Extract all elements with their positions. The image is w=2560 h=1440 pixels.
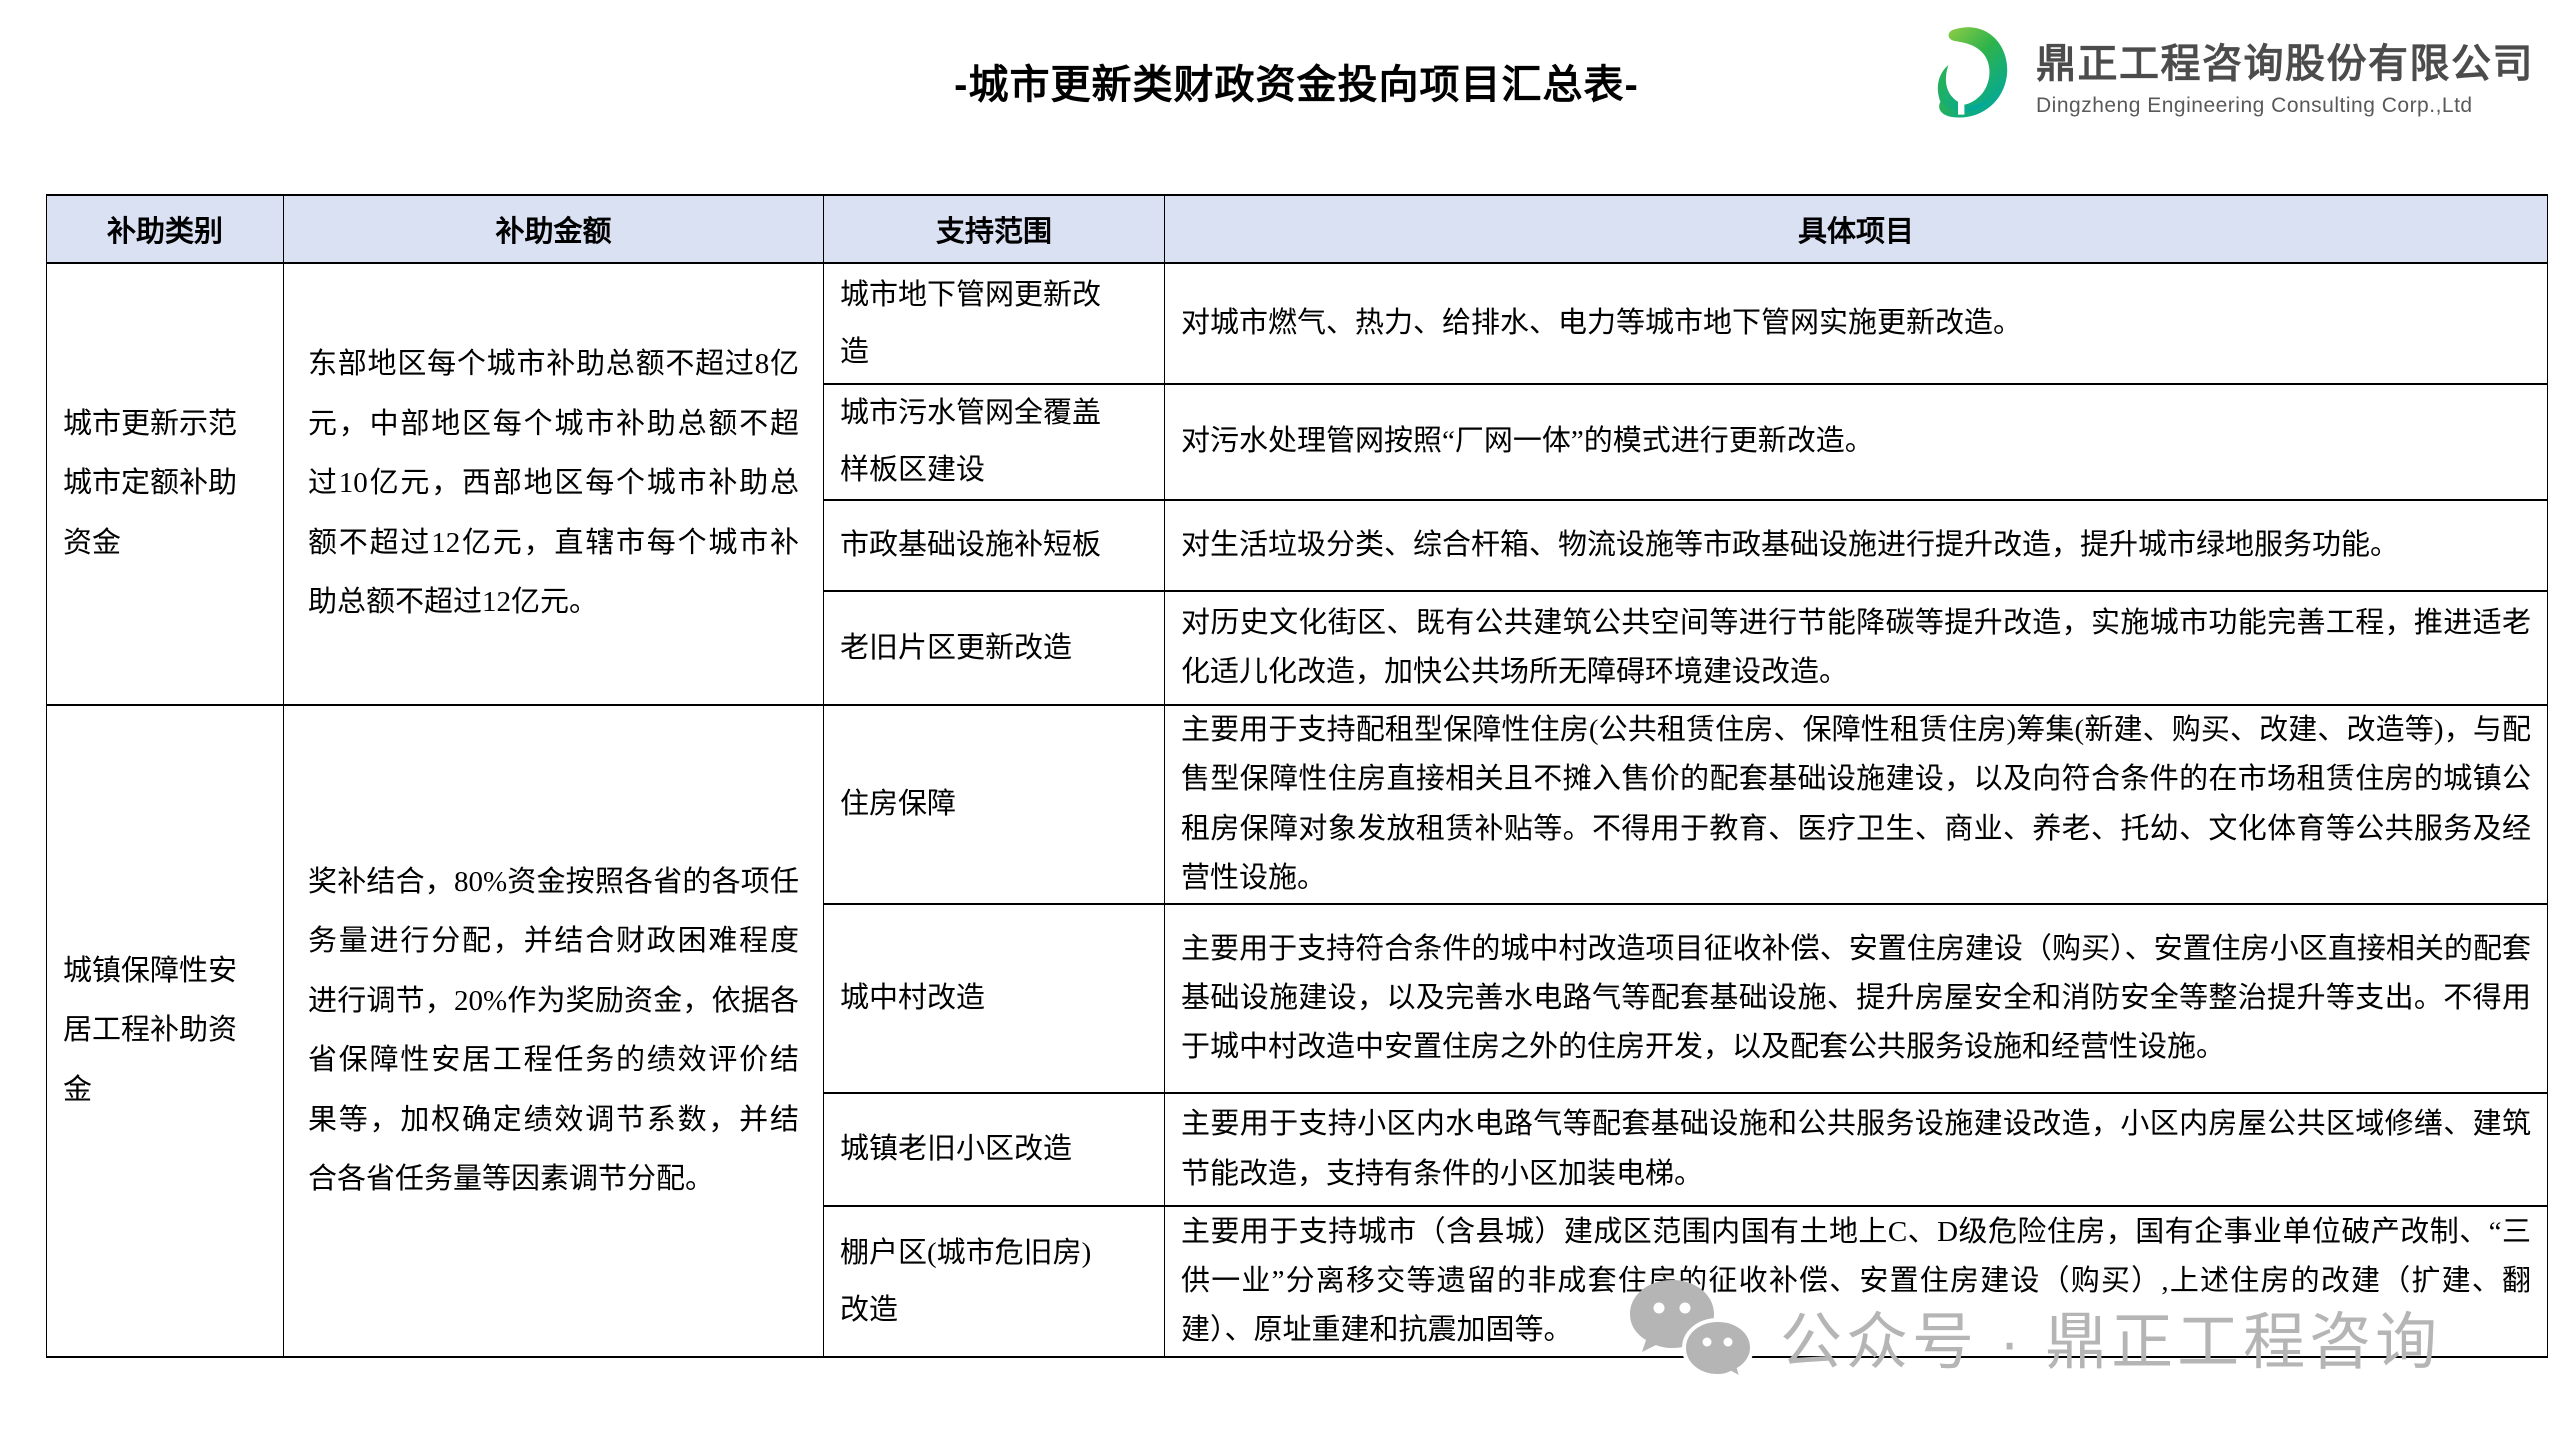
header-subsidy-category: 补助类别 <box>46 194 284 264</box>
scope-old-district-renewal: 老旧片区更新改造 <box>823 590 1165 706</box>
detail-housing-security: 主要用于支持配租型保障性住房(公共租赁住房、保障性租赁住房)筹集(新建、购买、改… <box>1164 703 2548 906</box>
scope-urban-village: 城中村改造 <box>823 903 1165 1095</box>
page-title: -城市更新类财政资金投向项目汇总表- <box>954 63 1639 107</box>
watermark: 公众号 · 鼎正工程咨询 <box>1628 1278 2441 1394</box>
wechat-icon <box>1630 1280 1754 1384</box>
scope-municipal-infrastructure: 市政基础设施补短板 <box>823 499 1165 592</box>
detail-underground-pipes: 对城市燃气、热力、给排水、电力等城市地下管网实施更新改造。 <box>1164 262 2548 385</box>
header-support-scope: 支持范围 <box>823 194 1165 264</box>
table-row: 老旧片区更新改造 对历史文化街区、既有公共建筑公共空间等进行节能降碳等提升改造，… <box>47 590 2548 706</box>
scope-old-community: 城镇老旧小区改造 <box>823 1092 1165 1208</box>
subsidy-summary-table: 补助类别 补助金额 支持范围 具体项目 城市更新示范城市定额补助资金 东部地区每… <box>46 194 2548 1359</box>
scope-shantytown: 棚户区(城市危旧房)改造 <box>823 1205 1165 1359</box>
detail-municipal-infrastructure: 对生活垃圾分类、综合杆箱、物流设施等市政基础设施进行提升改造，提升城市绿地服务功… <box>1164 499 2548 592</box>
scope-underground-pipes: 城市地下管网更新改造 <box>823 262 1165 385</box>
category-affordable-housing: 城镇保障性安居工程补助资金 <box>46 703 284 1359</box>
header-specific-projects: 具体项目 <box>1164 194 2548 264</box>
header-subsidy-amount: 补助金额 <box>283 194 824 264</box>
detail-old-community: 主要用于支持小区内水电路气等配套基础设施和公共服务设施建设改造，小区内房屋公共区… <box>1164 1092 2548 1208</box>
detail-sewage-network: 对污水处理管网按照“厂网一体”的模式进行更新改造。 <box>1164 383 2548 501</box>
detail-old-district-renewal: 对历史文化街区、既有公共建筑公共空间等进行节能降碳等提升改造，实施城市功能完善工… <box>1164 590 2548 706</box>
table-row: 城镇老旧小区改造 主要用于支持小区内水电路气等配套基础设施和公共服务设施建设改造… <box>47 1092 2548 1208</box>
company-logo: 鼎正工程咨询股份有限公司 Dingzheng Engineering Consu… <box>1934 24 2534 130</box>
category-urban-renewal: 城市更新示范城市定额补助资金 <box>46 262 284 706</box>
scope-sewage-network: 城市污水管网全覆盖样板区建设 <box>823 383 1165 501</box>
company-logo-icon <box>1937 27 2008 118</box>
amount-affordable-housing: 奖补结合，80%资金按照各省的各项任务量进行分配，并结合财政困难程度进行调节，2… <box>283 703 824 1359</box>
company-name-en: Dingzheng Engineering Consulting Corp.,L… <box>2036 94 2473 117</box>
company-name-cn: 鼎正工程咨询股份有限公司 <box>2036 42 2534 86</box>
table-header-row: 补助类别 补助金额 支持范围 具体项目 <box>46 194 2548 264</box>
watermark-text: 公众号 · 鼎正工程咨询 <box>1780 1308 2442 1377</box>
table-row: 市政基础设施补短板 对生活垃圾分类、综合杆箱、物流设施等市政基础设施进行提升改造… <box>47 499 2548 592</box>
table-row: 城市更新示范城市定额补助资金 东部地区每个城市补助总额不超过8亿元，中部地区每个… <box>46 262 2548 706</box>
detail-urban-village: 主要用于支持符合条件的城中村改造项目征收补偿、安置住房建设（购买）、安置住房小区… <box>1164 903 2548 1095</box>
table-row: 城市污水管网全覆盖样板区建设 对污水处理管网按照“厂网一体”的模式进行更新改造。 <box>47 383 2548 501</box>
scope-housing-security: 住房保障 <box>823 703 1165 906</box>
table-row: 棚户区(城市危旧房)改造 主要用于支持城市（含县城）建成区范围内国有土地上C、D… <box>47 1205 2548 1359</box>
detail-shantytown: 主要用于支持城市（含县城）建成区范围内国有土地上C、D级危险住房，国有企事业单位… <box>1164 1205 2548 1359</box>
company-logo-text: 鼎正工程咨询股份有限公司 Dingzheng Engineering Consu… <box>2036 24 2534 118</box>
amount-urban-renewal: 东部地区每个城市补助总额不超过8亿元，中部地区每个城市补助总额不超过10亿元，西… <box>283 262 824 706</box>
table-row: 城中村改造 主要用于支持符合条件的城中村改造项目征收补偿、安置住房建设（购买）、… <box>47 903 2548 1095</box>
table-row: 城镇保障性安居工程补助资金 奖补结合，80%资金按照各省的各项任务量进行分配，并… <box>46 703 2548 1359</box>
